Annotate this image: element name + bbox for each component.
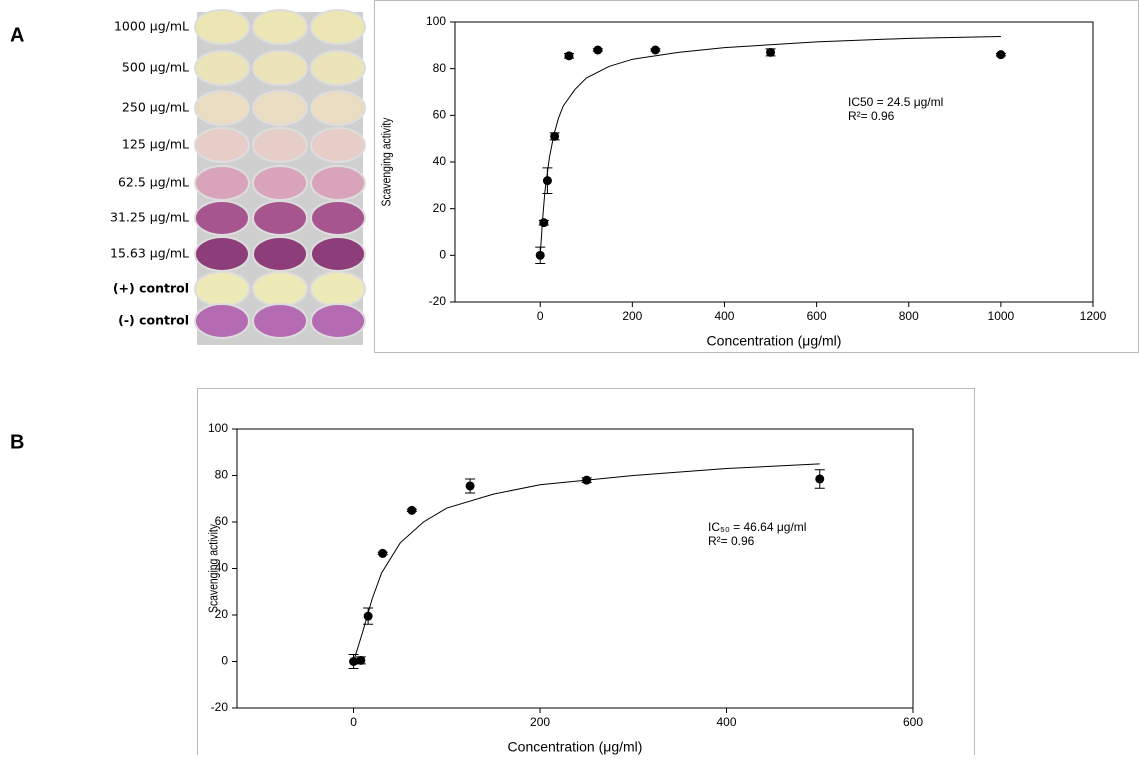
- data-point: [815, 474, 825, 484]
- y-tick-label: 80: [433, 61, 447, 75]
- panel-frame: [374, 0, 1139, 353]
- well: [252, 127, 308, 163]
- well: [194, 50, 250, 86]
- well: [194, 165, 250, 201]
- data-point: [550, 131, 560, 141]
- x-axis-title: Concentration (μg/ml): [707, 333, 842, 349]
- plate-label: 250 μg/mL: [122, 100, 189, 115]
- data-point: [593, 45, 603, 55]
- well: [310, 9, 366, 45]
- x-tick-label: 800: [899, 309, 919, 323]
- plate-label: 62.5 μg/mL: [118, 175, 189, 190]
- plate-label: (-) control: [118, 313, 189, 328]
- y-tick-label: 40: [215, 561, 229, 575]
- well: [252, 303, 308, 339]
- panel-label: B: [10, 431, 24, 453]
- plate-label: (+) control: [113, 281, 189, 296]
- plate-label: 125 μg/mL: [122, 137, 189, 152]
- well: [194, 127, 250, 163]
- x-tick-label: 600: [807, 309, 827, 323]
- x-tick-label: 0: [350, 715, 357, 729]
- y-tick-label: 40: [433, 154, 447, 168]
- y-tick-label: 0: [221, 654, 228, 668]
- x-tick-label: 0: [537, 309, 544, 323]
- x-axis-title: Concentration (μg/ml): [508, 739, 643, 755]
- well: [194, 90, 250, 126]
- x-tick-label: 1000: [988, 309, 1015, 323]
- panel-label: A: [10, 24, 24, 46]
- data-point: [582, 475, 592, 485]
- plate-label: 31.25 μg/mL: [110, 210, 189, 225]
- y-axis-title: Scavenging activity: [206, 524, 220, 613]
- data-point: [465, 481, 475, 491]
- well: [310, 303, 366, 339]
- data-point: [539, 218, 549, 228]
- well: [310, 90, 366, 126]
- well: [310, 50, 366, 86]
- data-point: [564, 51, 574, 61]
- well: [310, 127, 366, 163]
- y-tick-label: 0: [439, 248, 446, 262]
- y-tick-label: 60: [433, 108, 447, 122]
- well: [310, 200, 366, 236]
- y-tick-label: 100: [208, 421, 228, 435]
- data-point: [996, 50, 1006, 60]
- data-point: [356, 655, 366, 665]
- x-tick-label: 400: [714, 309, 734, 323]
- annotation: R²= 0.96: [848, 109, 895, 123]
- y-tick-label: 80: [215, 468, 229, 482]
- well: [194, 200, 250, 236]
- well: [194, 271, 250, 307]
- panel-frame: [197, 388, 975, 759]
- well: [194, 236, 250, 272]
- well: [252, 200, 308, 236]
- data-point: [542, 176, 552, 186]
- plate-label: 1000 μg/mL: [114, 19, 189, 34]
- x-tick-label: 1200: [1080, 309, 1107, 323]
- plot-frame: [454, 21, 1094, 303]
- data-point: [378, 548, 388, 558]
- fit-curve: [353, 463, 820, 662]
- x-tick-label: 400: [717, 715, 737, 729]
- annotation: IC₅₀ = 46.64 μg/ml: [708, 520, 806, 534]
- x-tick-label: 600: [903, 715, 923, 729]
- x-tick-label: 200: [622, 309, 642, 323]
- y-tick-label: 20: [215, 607, 229, 621]
- well: [252, 271, 308, 307]
- well: [310, 165, 366, 201]
- plot-frame: [236, 428, 914, 709]
- data-point: [535, 250, 545, 260]
- y-tick-label: 100: [426, 14, 446, 28]
- y-tick-label: -20: [211, 700, 229, 714]
- y-tick-label: -20: [429, 294, 447, 308]
- annotation: R²= 0.96: [708, 534, 755, 548]
- data-point: [650, 45, 660, 55]
- plate-label: 15.63 μg/mL: [110, 246, 189, 261]
- data-point: [363, 611, 373, 621]
- well: [252, 165, 308, 201]
- well: [252, 236, 308, 272]
- well: [194, 9, 250, 45]
- well: [252, 90, 308, 126]
- well: [252, 9, 308, 45]
- y-tick-label: 60: [215, 514, 229, 528]
- x-tick-label: 200: [530, 715, 550, 729]
- data-point: [766, 47, 776, 57]
- plate-label: 500 μg/mL: [122, 60, 189, 75]
- data-point: [349, 657, 359, 666]
- well: [310, 271, 366, 307]
- annotation: IC50 = 24.5 μg/ml: [848, 95, 943, 109]
- well: [252, 50, 308, 86]
- y-tick-label: 20: [433, 201, 447, 215]
- well: [194, 303, 250, 339]
- y-axis-title: Scavenging activity: [379, 117, 393, 206]
- fit-curve: [539, 35, 1001, 256]
- well: [310, 236, 366, 272]
- data-point: [407, 505, 417, 515]
